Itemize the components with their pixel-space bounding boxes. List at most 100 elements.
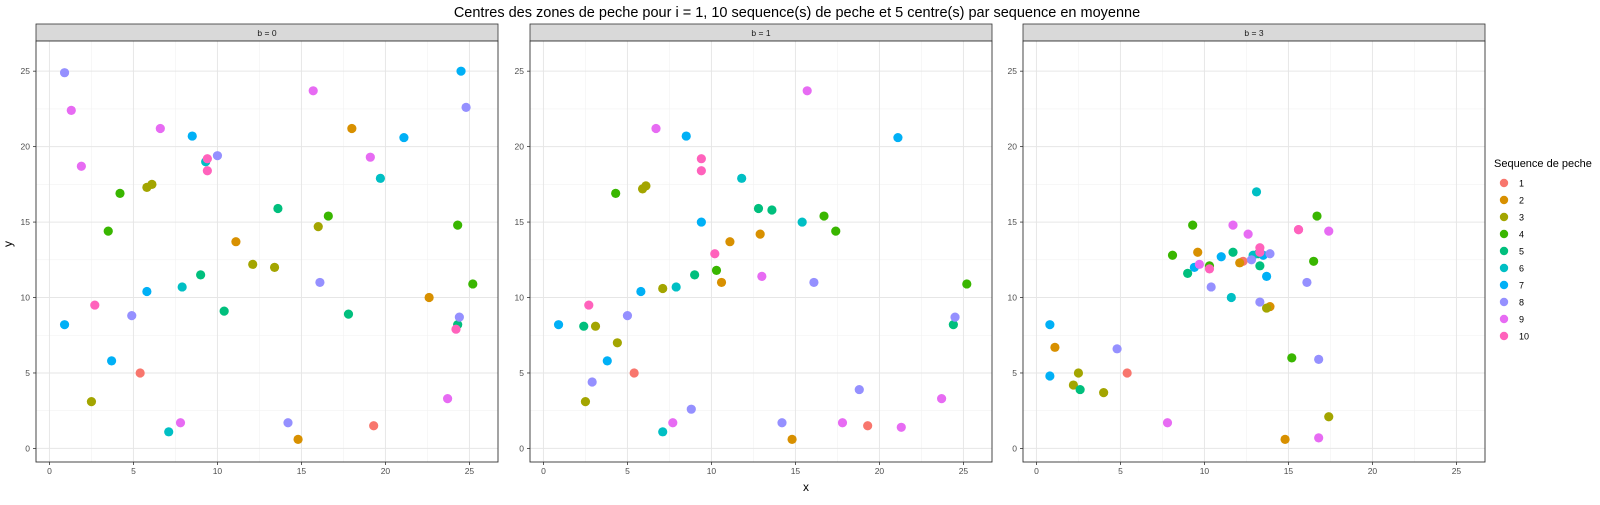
data-point-seq-4 [468, 279, 478, 289]
data-point-seq-7 [636, 286, 646, 297]
data-point-seq-9 [896, 422, 906, 432]
data-point-seq-7 [553, 320, 564, 330]
data-point-seq-3 [1073, 368, 1084, 378]
data-point-seq-2 [1193, 247, 1203, 257]
facet-strip-label: b = 3 [1244, 28, 1263, 38]
y-tick-label: 10 [1008, 293, 1018, 303]
data-point-seq-3 [590, 321, 601, 331]
data-point-seq-9 [837, 418, 848, 428]
data-point-seq-9 [308, 86, 318, 96]
x-tick-label: 10 [1200, 466, 1210, 476]
data-point-seq-8 [1206, 282, 1216, 292]
data-point-seq-9 [443, 394, 453, 404]
data-point-seq-10 [1204, 264, 1215, 274]
data-point-seq-4 [831, 226, 841, 236]
legend-label: 4 [1519, 230, 1524, 240]
facet-panel-2: b = 1 0 5 10 15 20 25 0 5 10 15 20 25 [515, 23, 993, 476]
data-point-seq-6 [658, 427, 668, 437]
legend-key [1499, 178, 1509, 188]
data-point-seq-9 [66, 105, 76, 116]
data-point-seq-2 [424, 292, 434, 303]
facet-panel-3: b = 3 0 5 10 15 20 25 0 5 10 15 20 25 [1008, 23, 1486, 476]
data-point-seq-4 [1167, 250, 1178, 260]
x-tick-label: 10 [213, 466, 223, 476]
data-point-seq-9 [1162, 418, 1173, 428]
data-point-seq-9 [651, 123, 661, 134]
data-point-seq-10 [696, 154, 706, 164]
y-tick-label: 5 [519, 368, 524, 378]
data-point-seq-6 [1226, 292, 1236, 303]
data-point-seq-9 [1243, 229, 1253, 239]
data-point-seq-1 [369, 421, 379, 431]
data-point-seq-8 [283, 418, 293, 428]
data-point-seq-7 [696, 217, 706, 227]
data-point-seq-9 [76, 161, 86, 171]
data-point-seq-8 [1255, 297, 1265, 307]
x-tick-label: 20 [381, 466, 391, 476]
legend-label: 10 [1519, 332, 1529, 342]
data-point-seq-2 [1280, 434, 1290, 444]
data-point-seq-9 [155, 123, 165, 134]
data-point-seq-10 [1293, 225, 1304, 235]
data-point-seq-10 [451, 324, 461, 334]
legend-title: Sequence de peche [1494, 158, 1592, 170]
data-point-seq-5 [1183, 268, 1193, 278]
data-point-seq-10 [202, 154, 212, 164]
legend-item-5: 5 [1499, 247, 1524, 257]
data-point-seq-8 [809, 277, 819, 288]
data-point-seq-6 [1251, 187, 1262, 197]
data-point-seq-9 [668, 418, 678, 428]
y-tick-label: 20 [1008, 142, 1018, 152]
legend-item-6: 6 [1499, 264, 1524, 274]
x-tick-label: 15 [297, 466, 307, 476]
y-tick-label: 0 [519, 443, 524, 453]
x-tick-label: 15 [791, 466, 801, 476]
data-point-seq-5 [343, 309, 354, 319]
data-point-seq-2 [755, 229, 765, 239]
legend-label: 6 [1519, 264, 1524, 274]
data-point-seq-6 [671, 282, 681, 292]
data-point-seq-2 [293, 434, 303, 444]
data-point-seq-4 [1309, 256, 1319, 266]
legend-label: 9 [1519, 315, 1524, 325]
data-point-seq-7 [1045, 371, 1055, 381]
data-point-seq-10 [710, 249, 720, 259]
data-point-seq-7 [59, 320, 70, 330]
data-point-seq-4 [453, 220, 463, 230]
x-axis-label: x [803, 480, 809, 494]
data-point-seq-4 [611, 188, 621, 199]
data-point-seq-2 [716, 277, 727, 288]
legend-item-9: 9 [1499, 314, 1524, 325]
data-point-seq-3 [269, 262, 280, 272]
legend-key [1499, 314, 1509, 324]
data-point-seq-8 [587, 377, 597, 387]
data-point-seq-4 [115, 188, 125, 199]
data-point-seq-3 [313, 222, 323, 232]
data-point-seq-7 [456, 66, 466, 76]
data-point-seq-3 [612, 338, 622, 348]
facet-panel-1: b = 0 0 5 10 15 20 25 0 5 10 15 20 25 [21, 23, 499, 476]
data-point-seq-8 [1302, 277, 1312, 288]
data-point-seq-9 [1194, 259, 1204, 269]
data-point-seq-1 [1122, 368, 1132, 378]
plot-area [530, 41, 992, 462]
data-point-seq-1 [135, 368, 145, 378]
data-point-seq-3 [1068, 380, 1078, 390]
data-point-seq-8 [686, 404, 696, 414]
data-point-seq-10 [1255, 247, 1265, 257]
data-point-seq-7 [1262, 271, 1272, 281]
legend-label: 2 [1519, 196, 1524, 206]
y-tick-label: 5 [1012, 368, 1017, 378]
data-point-seq-8 [1246, 255, 1257, 265]
data-point-seq-3 [1324, 412, 1334, 422]
x-tick-label: 25 [959, 466, 969, 476]
y-tick-label: 0 [1012, 443, 1017, 453]
data-point-seq-10 [90, 300, 100, 310]
data-point-seq-7 [142, 286, 152, 297]
data-point-seq-7 [1045, 320, 1055, 330]
data-point-seq-4 [1312, 211, 1322, 221]
data-point-seq-5 [753, 203, 764, 214]
legend-label: 8 [1519, 298, 1524, 308]
data-point-seq-8 [454, 312, 464, 322]
